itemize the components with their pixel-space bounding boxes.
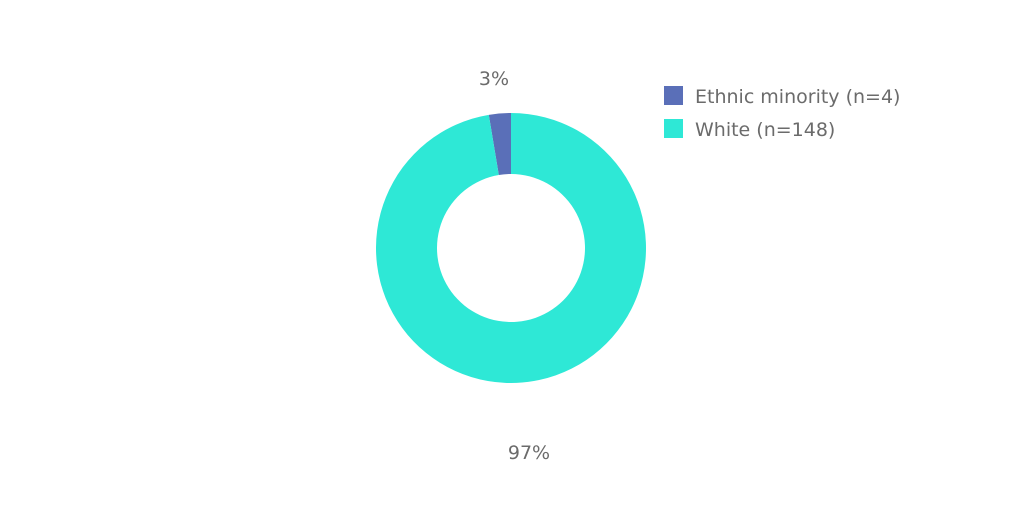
- data-label-white: 97%: [508, 442, 550, 464]
- donut-slices: [376, 113, 646, 383]
- legend-label-white: White (n=148): [695, 119, 835, 141]
- slice-white[interactable]: [376, 113, 646, 383]
- legend-item-white[interactable]: White (n=148): [664, 119, 835, 141]
- legend-swatch-ethnic-minority: [664, 86, 683, 105]
- legend-item-ethnic-minority[interactable]: Ethnic minority (n=4): [664, 86, 900, 108]
- legend-label-ethnic-minority: Ethnic minority (n=4): [695, 86, 900, 108]
- data-label-ethnic-minority: 3%: [479, 68, 509, 90]
- slice-ethnic-minority[interactable]: [488, 113, 511, 176]
- legend: Ethnic minority (n=4) White (n=148): [664, 86, 900, 141]
- legend-swatch-white: [664, 119, 683, 138]
